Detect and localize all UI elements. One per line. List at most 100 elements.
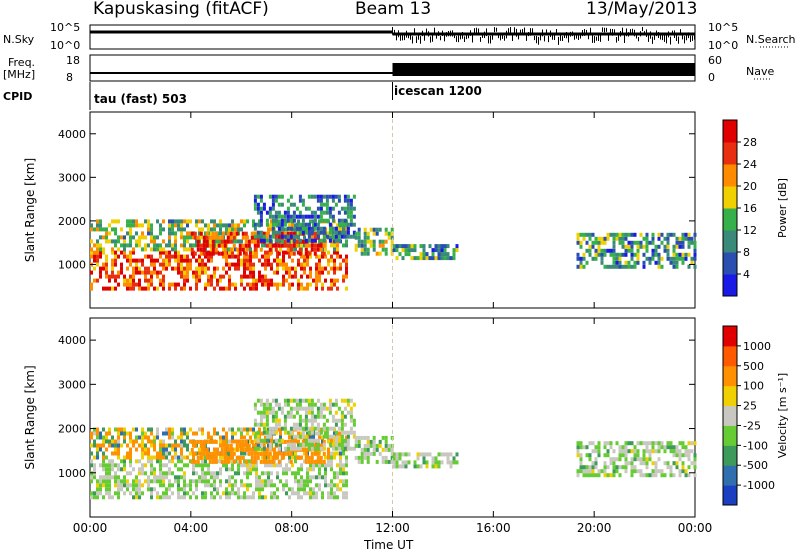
power-cell bbox=[334, 202, 338, 207]
power-cell bbox=[582, 232, 586, 237]
velocity-cell bbox=[177, 443, 180, 448]
power-cell bbox=[234, 262, 237, 267]
velocity-cell bbox=[231, 463, 234, 468]
velocity-cell bbox=[678, 453, 682, 458]
power-cell bbox=[648, 260, 652, 265]
velocity-cell bbox=[162, 451, 165, 456]
velocity-cell bbox=[153, 439, 156, 444]
power-cell bbox=[690, 260, 694, 265]
power-cell bbox=[319, 198, 323, 203]
velocity-cell bbox=[96, 455, 99, 460]
velocity-cell bbox=[150, 431, 153, 436]
power-cell bbox=[285, 262, 288, 267]
power-cell bbox=[279, 262, 282, 267]
power-cell bbox=[231, 223, 234, 228]
power-cell bbox=[183, 266, 186, 271]
velocity-cell bbox=[228, 451, 231, 456]
velocity-cell bbox=[340, 426, 344, 431]
velocity-cell bbox=[138, 487, 141, 492]
velocity-cell bbox=[576, 449, 580, 454]
power-cell bbox=[279, 219, 282, 224]
power-cell bbox=[336, 266, 339, 271]
velocity-cell bbox=[216, 471, 219, 476]
power-cell bbox=[240, 227, 243, 232]
velocity-cell bbox=[273, 463, 276, 468]
velocity-cell bbox=[141, 443, 144, 448]
power-cell bbox=[419, 252, 423, 257]
velocity-cell bbox=[324, 467, 327, 472]
velocity-cell bbox=[369, 439, 373, 444]
velocity-cell bbox=[612, 469, 616, 474]
power-cell bbox=[262, 234, 266, 239]
velocity-cell bbox=[301, 406, 305, 411]
power-cell bbox=[174, 247, 177, 252]
power-cell bbox=[90, 223, 93, 228]
power-cell bbox=[268, 238, 272, 243]
power-cell bbox=[346, 198, 350, 203]
velocity-cell bbox=[102, 435, 105, 440]
velocity-cell bbox=[675, 445, 679, 450]
velocity-cell bbox=[437, 452, 441, 457]
velocity-cell bbox=[597, 441, 601, 446]
velocity-cell bbox=[168, 467, 171, 472]
power-cell bbox=[171, 254, 174, 259]
velocity-cell bbox=[234, 479, 237, 484]
velocity-cell bbox=[310, 430, 314, 435]
power-cell bbox=[208, 235, 212, 240]
velocity-cell bbox=[234, 439, 237, 444]
velocity-cell bbox=[252, 463, 255, 468]
power-cell bbox=[375, 227, 379, 232]
power-cell bbox=[132, 223, 135, 228]
velocity-cell bbox=[594, 445, 598, 450]
velocity-cell bbox=[186, 491, 189, 496]
velocity-cell bbox=[253, 446, 257, 451]
velocity-cell bbox=[147, 435, 150, 440]
power-cell bbox=[597, 244, 601, 249]
velocity-cell bbox=[431, 460, 435, 465]
velocity-cell bbox=[322, 426, 326, 431]
velocity-cell bbox=[201, 471, 204, 476]
velocity-cell bbox=[138, 467, 141, 472]
power-cell bbox=[325, 234, 329, 239]
velocity-cell bbox=[201, 447, 204, 452]
velocity-cell bbox=[180, 467, 183, 472]
power-cell bbox=[354, 235, 358, 240]
velocity-cell bbox=[349, 398, 353, 403]
power-cell bbox=[180, 243, 183, 248]
velocity-cell bbox=[633, 465, 637, 470]
power-cell bbox=[271, 206, 275, 211]
power-cell bbox=[150, 278, 153, 283]
velocity-cell bbox=[603, 469, 607, 474]
velocity-cell bbox=[216, 431, 219, 436]
power-cell bbox=[174, 223, 177, 228]
velocity-cell bbox=[256, 451, 260, 456]
power-cell bbox=[190, 247, 194, 252]
velocity-cell bbox=[235, 447, 239, 452]
velocity-cell bbox=[262, 422, 266, 427]
power-cell bbox=[159, 227, 162, 232]
power-cell bbox=[96, 227, 99, 232]
power-cell bbox=[363, 247, 367, 252]
power-cell bbox=[99, 243, 102, 248]
power-cell bbox=[192, 243, 195, 248]
velocity-cell bbox=[168, 495, 171, 500]
power-cell bbox=[199, 247, 203, 252]
power-cell bbox=[162, 282, 165, 287]
power-cell bbox=[312, 223, 315, 228]
velocity-cell bbox=[672, 461, 676, 466]
power-cell bbox=[210, 258, 213, 263]
power-cell bbox=[246, 274, 249, 279]
power-cell bbox=[238, 251, 242, 256]
velocity-cell bbox=[258, 443, 261, 448]
power-cell bbox=[606, 232, 610, 237]
power-cell bbox=[258, 278, 261, 283]
velocity-cell bbox=[237, 487, 240, 492]
velocity-cell bbox=[249, 459, 252, 464]
power-cell bbox=[111, 262, 114, 267]
power-cell bbox=[264, 266, 267, 271]
velocity-cell bbox=[252, 427, 255, 432]
velocity-cell bbox=[300, 483, 303, 488]
velocity-cell bbox=[437, 464, 441, 469]
velocity-cell bbox=[180, 475, 183, 480]
power-cell bbox=[276, 262, 279, 267]
